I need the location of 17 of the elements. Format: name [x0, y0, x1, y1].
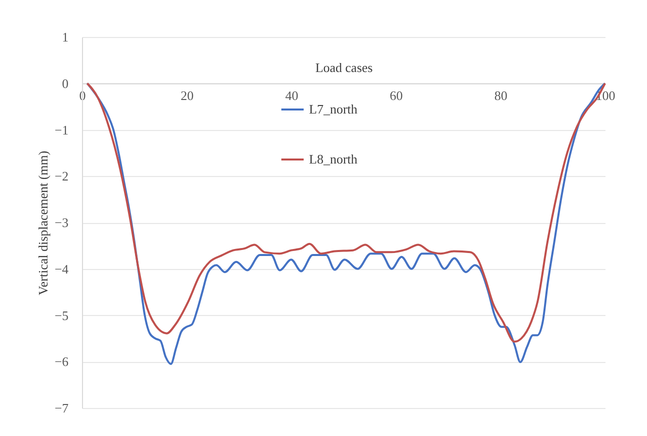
- y-tick-label: −7: [54, 400, 69, 416]
- x-tick-label: 80: [494, 88, 508, 103]
- legend-label: L8_north: [309, 152, 358, 166]
- y-tick-label: −3: [54, 215, 68, 230]
- y-tick-label: −5: [54, 308, 68, 323]
- x-tick-label: 40: [285, 88, 298, 103]
- y-tick-label: −4: [54, 261, 69, 276]
- y-tick-label: 1: [62, 30, 68, 44]
- y-tick-label: 0: [62, 76, 68, 91]
- y-tick-label: −1: [54, 122, 68, 138]
- legend-label: L7_north: [309, 102, 358, 116]
- y-axis-title: Vertical displacement (mm): [36, 150, 51, 296]
- x-axis-title: Load cases: [315, 60, 373, 75]
- y-tick-label: −6: [54, 354, 69, 370]
- x-tick-label: 20: [180, 88, 194, 103]
- x-tick-label: 60: [390, 88, 403, 103]
- y-tick-label: −2: [54, 168, 68, 184]
